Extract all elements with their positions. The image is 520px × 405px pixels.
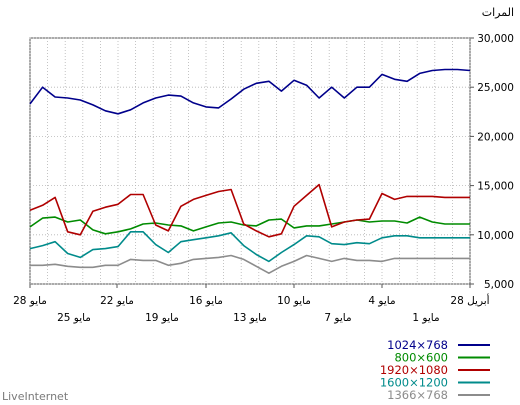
y-tick-label: 25,000 [477, 82, 514, 94]
series-line-1920×1080 [29, 183, 470, 238]
x-tick-label: 7 مايو [324, 312, 351, 324]
series-line-1024×768 [29, 68, 471, 115]
legend-label: 1024×768 [387, 338, 448, 352]
series-layer [29, 68, 471, 275]
unit-label: المرات [482, 6, 514, 19]
plot-area [29, 37, 471, 285]
y-tick-label: 15,000 [477, 181, 514, 193]
legend-label: 1600×1200 [380, 376, 448, 390]
y-tick-label: 5,000 [484, 279, 514, 291]
x-tick-label: 25 مايو [57, 312, 91, 324]
series-line-800×600 [29, 216, 470, 235]
x-tick-label: 4 مايو [368, 295, 395, 307]
series-line-1366×768 [30, 254, 470, 275]
x-tick-label: 28 مايو [13, 295, 47, 307]
series-line-1600×1200 [29, 231, 470, 263]
x-tick-label: 13 مايو [233, 312, 267, 324]
legend-label: 800×600 [394, 351, 448, 365]
x-tick-label: 10 مايو [277, 295, 311, 307]
y-tick-label: 10,000 [477, 230, 514, 242]
y-tick-label: 30,000 [477, 33, 514, 45]
grid [29, 37, 471, 285]
brand-label: LiveInternet [2, 390, 69, 403]
legend-label: 1920×1080 [380, 363, 448, 377]
legend-label: 1366×768 [387, 388, 448, 402]
y-tick-label: 20,000 [477, 131, 514, 143]
y-axis: 30,000 25,000 20,000 15,000 10,000 5,000 [470, 33, 514, 291]
x-tick-label: 1 مايو [412, 312, 439, 324]
legend: 1024×768800×6001920×10801600×12001366×76… [380, 338, 490, 402]
plot-border [29, 37, 471, 285]
x-tick-label: 28 أبريل [450, 293, 489, 307]
x-tick-label: 16 مايو [189, 295, 223, 307]
x-tick-label: 19 مايو [145, 312, 179, 324]
x-axis: 28 مايو 22 مايو 16 مايو 10 مايو 4 مايو 28 أبر… [13, 284, 490, 324]
x-tick-label: 22 مايو [100, 295, 134, 307]
